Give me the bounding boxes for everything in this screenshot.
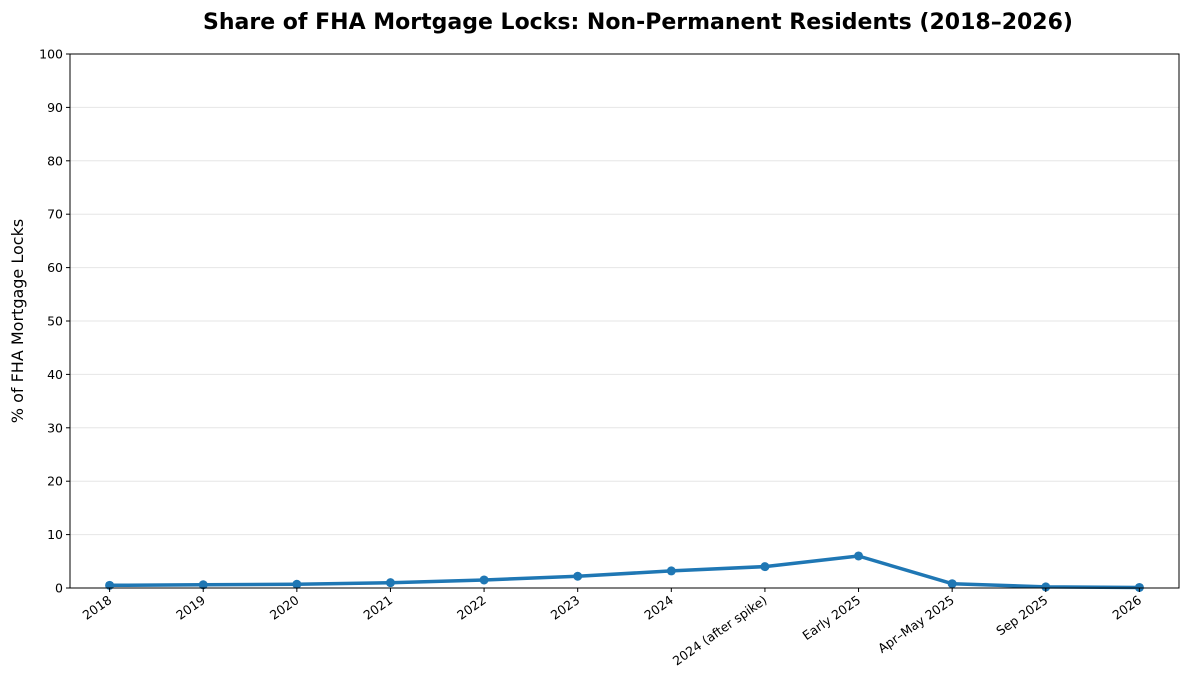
x-tick-label: 2018	[80, 592, 115, 623]
x-tick-label: 2020	[267, 592, 302, 623]
data-points	[105, 551, 1144, 592]
y-tick-label: 20	[47, 474, 63, 489]
y-tick-label: 30	[47, 420, 63, 435]
data-point	[947, 579, 957, 589]
data-point	[198, 580, 208, 590]
data-point	[760, 562, 770, 572]
y-tick-label: 0	[55, 581, 63, 596]
x-tick-label: Early 2025	[799, 592, 863, 643]
y-tick-label: 40	[47, 367, 63, 382]
data-point	[1041, 582, 1051, 592]
y-tick-label: 80	[47, 153, 63, 168]
x-tick-label: 2019	[173, 592, 208, 623]
grid-lines	[70, 106, 1179, 536]
x-tick-label: 2022	[454, 592, 489, 623]
y-tick-label: 70	[47, 207, 63, 222]
data-point	[573, 571, 583, 581]
x-tick-label: 2023	[548, 592, 583, 623]
x-tick-label: Apr–May 2025	[875, 592, 957, 656]
x-tick-label: Sep 2025	[993, 592, 1050, 638]
data-point	[292, 579, 302, 589]
y-axis-label: % of FHA Mortgage Locks	[8, 219, 27, 423]
y-axis-ticks: 0 10 20 30 40 50 60 70 80 90 100	[39, 47, 70, 596]
x-tick-label: 2024 (after spike)	[670, 592, 770, 668]
data-point	[666, 566, 676, 576]
chart-title: Share of FHA Mortgage Locks: Non-Permane…	[203, 10, 1073, 35]
x-tick-label: 2026	[1109, 592, 1144, 623]
y-tick-label: 100	[39, 47, 63, 62]
y-tick-label: 90	[47, 100, 63, 115]
data-point	[854, 551, 864, 561]
y-tick-label: 50	[47, 314, 63, 329]
series-line-layer	[107, 554, 1142, 590]
x-tick-label: 2021	[361, 592, 396, 623]
data-point	[1134, 582, 1144, 592]
y-tick-label: 60	[47, 260, 63, 275]
series-line	[107, 554, 1142, 590]
data-point	[479, 575, 489, 585]
y-tick-label: 10	[47, 527, 63, 542]
x-tick-label: 2024	[641, 592, 676, 623]
data-point	[385, 578, 395, 588]
